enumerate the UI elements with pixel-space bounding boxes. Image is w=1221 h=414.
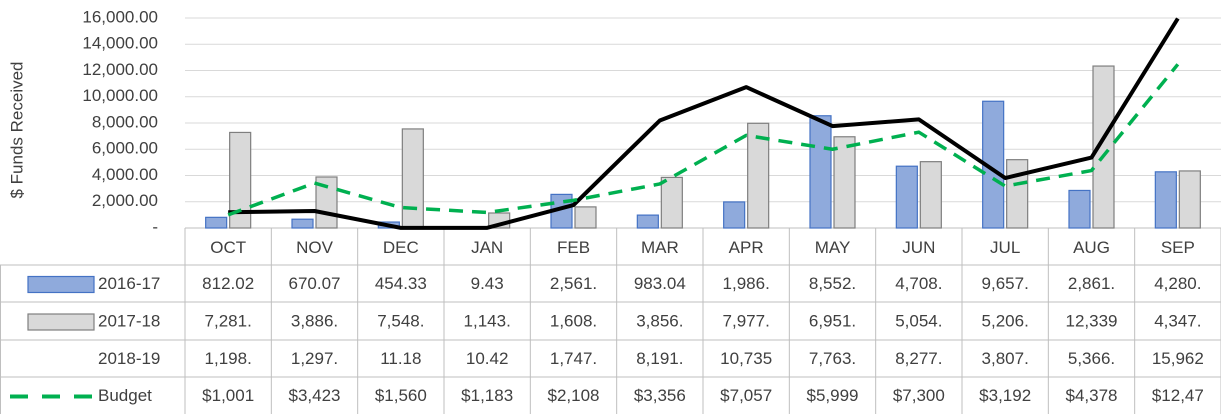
table-cell: 9,657. (982, 274, 1029, 293)
table-cell: 4,347. (1154, 311, 1201, 330)
y-tick-label: 4,000.00 (92, 165, 158, 184)
table-cell: 5,366. (1068, 349, 1115, 368)
x-tick-label: NOV (296, 238, 334, 257)
legend-key (27, 275, 95, 294)
bar (747, 122, 770, 229)
table-cell: 7,977. (723, 311, 770, 330)
bar (660, 176, 683, 229)
table-cell: 1,198. (205, 349, 252, 368)
bar (809, 115, 832, 229)
bar (895, 165, 918, 229)
bar (401, 128, 424, 229)
table-cell: 11.18 (380, 349, 421, 368)
x-tick-label: AUG (1073, 238, 1110, 257)
legend-label: 2017-18 (98, 311, 160, 330)
y-tick-label: - (152, 217, 158, 236)
x-tick-label: JUL (990, 238, 1020, 257)
x-tick-label: MAR (641, 238, 679, 257)
table-cell: $7,057 (720, 386, 772, 405)
x-tick-label: FEB (557, 238, 590, 257)
bar (291, 218, 314, 229)
bar (636, 214, 659, 229)
table-cell: 4,708. (895, 274, 942, 293)
legend-label: Budget (98, 386, 152, 405)
bar (1154, 171, 1177, 229)
table-cell: 670.07 (289, 274, 341, 293)
y-tick-label: 12,000.00 (82, 60, 158, 79)
table-cell: 1,297. (291, 349, 338, 368)
table-cell: $2,108 (548, 386, 600, 405)
table-cell: $3,192 (979, 386, 1031, 405)
x-tick-label: MAY (815, 238, 851, 257)
table-cell: 8,191. (636, 349, 683, 368)
x-tick-label: JUN (902, 238, 935, 257)
budget-line (227, 63, 1180, 217)
line (228, 17, 1180, 230)
table-cell: 983.04 (634, 274, 686, 293)
y-axis-label: $ Funds Received (7, 61, 26, 198)
table-cell: $1,183 (461, 386, 513, 405)
table-cell: $7,300 (893, 386, 945, 405)
table-cell: 6,951. (809, 311, 856, 330)
y-tick-label: 14,000.00 (82, 34, 158, 53)
bar (723, 201, 746, 229)
table-cell: $4,378 (1066, 386, 1118, 405)
legend-label: 2016-17 (98, 274, 160, 293)
table-cell: 10.42 (466, 349, 509, 368)
legend-label: 2018-19 (98, 349, 160, 368)
table-cell: 5,206. (982, 311, 1029, 330)
bar (1006, 159, 1029, 229)
bar (1178, 170, 1201, 229)
table-cell: 8,277. (895, 349, 942, 368)
bar (919, 161, 942, 229)
x-tick-label: JAN (471, 238, 503, 257)
table-cell: 1,747. (550, 349, 597, 368)
table-cell: $3,356 (634, 386, 686, 405)
bar (833, 136, 856, 229)
table-cell: $1,560 (375, 386, 427, 405)
table-cell: 812.02 (202, 274, 254, 293)
y-tick-label: 8,000.00 (92, 112, 158, 131)
table-cell: 4,280. (1154, 274, 1201, 293)
table-cell: 3,856. (636, 311, 683, 330)
y-tick-label: 6,000.00 (92, 139, 158, 158)
table-cell: 2,561. (550, 274, 597, 293)
table-cell: 2,861. (1068, 274, 1115, 293)
y-tick-label: 10,000.00 (82, 86, 158, 105)
table-cell: $3,423 (289, 386, 341, 405)
table-cell: $12,47 (1152, 386, 1204, 405)
legend-key (27, 313, 95, 331)
table-cell: 9.43 (471, 274, 504, 293)
table-cell: 7,763. (809, 349, 856, 368)
table-cell: 15,962 (1152, 349, 1204, 368)
table-cell: 7,548. (377, 311, 424, 330)
x-tick-label: SEP (1161, 238, 1195, 257)
table-cell: 1,143. (464, 311, 511, 330)
table-cell: 12,339 (1066, 311, 1118, 330)
bar (229, 131, 252, 229)
x-tick-label: DEC (383, 238, 419, 257)
table-cell: $1,001 (202, 386, 254, 405)
table-cell: 5,054. (895, 311, 942, 330)
bar (205, 216, 228, 229)
table-cell: $5,999 (807, 386, 859, 405)
bar (1068, 189, 1091, 229)
table-cell: 10,735 (720, 349, 772, 368)
bar (1092, 65, 1115, 229)
table-cell: 1,986. (723, 274, 770, 293)
table-cell: 454.33 (375, 274, 427, 293)
table-cell: 8,552. (809, 274, 856, 293)
table-cell: 3,886. (291, 311, 338, 330)
x-tick-label: APR (729, 238, 764, 257)
y-tick-label: 2,000.00 (92, 191, 158, 210)
table-cell: 7,281. (205, 311, 252, 330)
table-cell: 3,807. (982, 349, 1029, 368)
bar (574, 206, 597, 229)
table-cell: 1,608. (550, 311, 597, 330)
y-tick-label: 16,000.00 (82, 7, 158, 26)
x-tick-label: OCT (210, 238, 246, 257)
